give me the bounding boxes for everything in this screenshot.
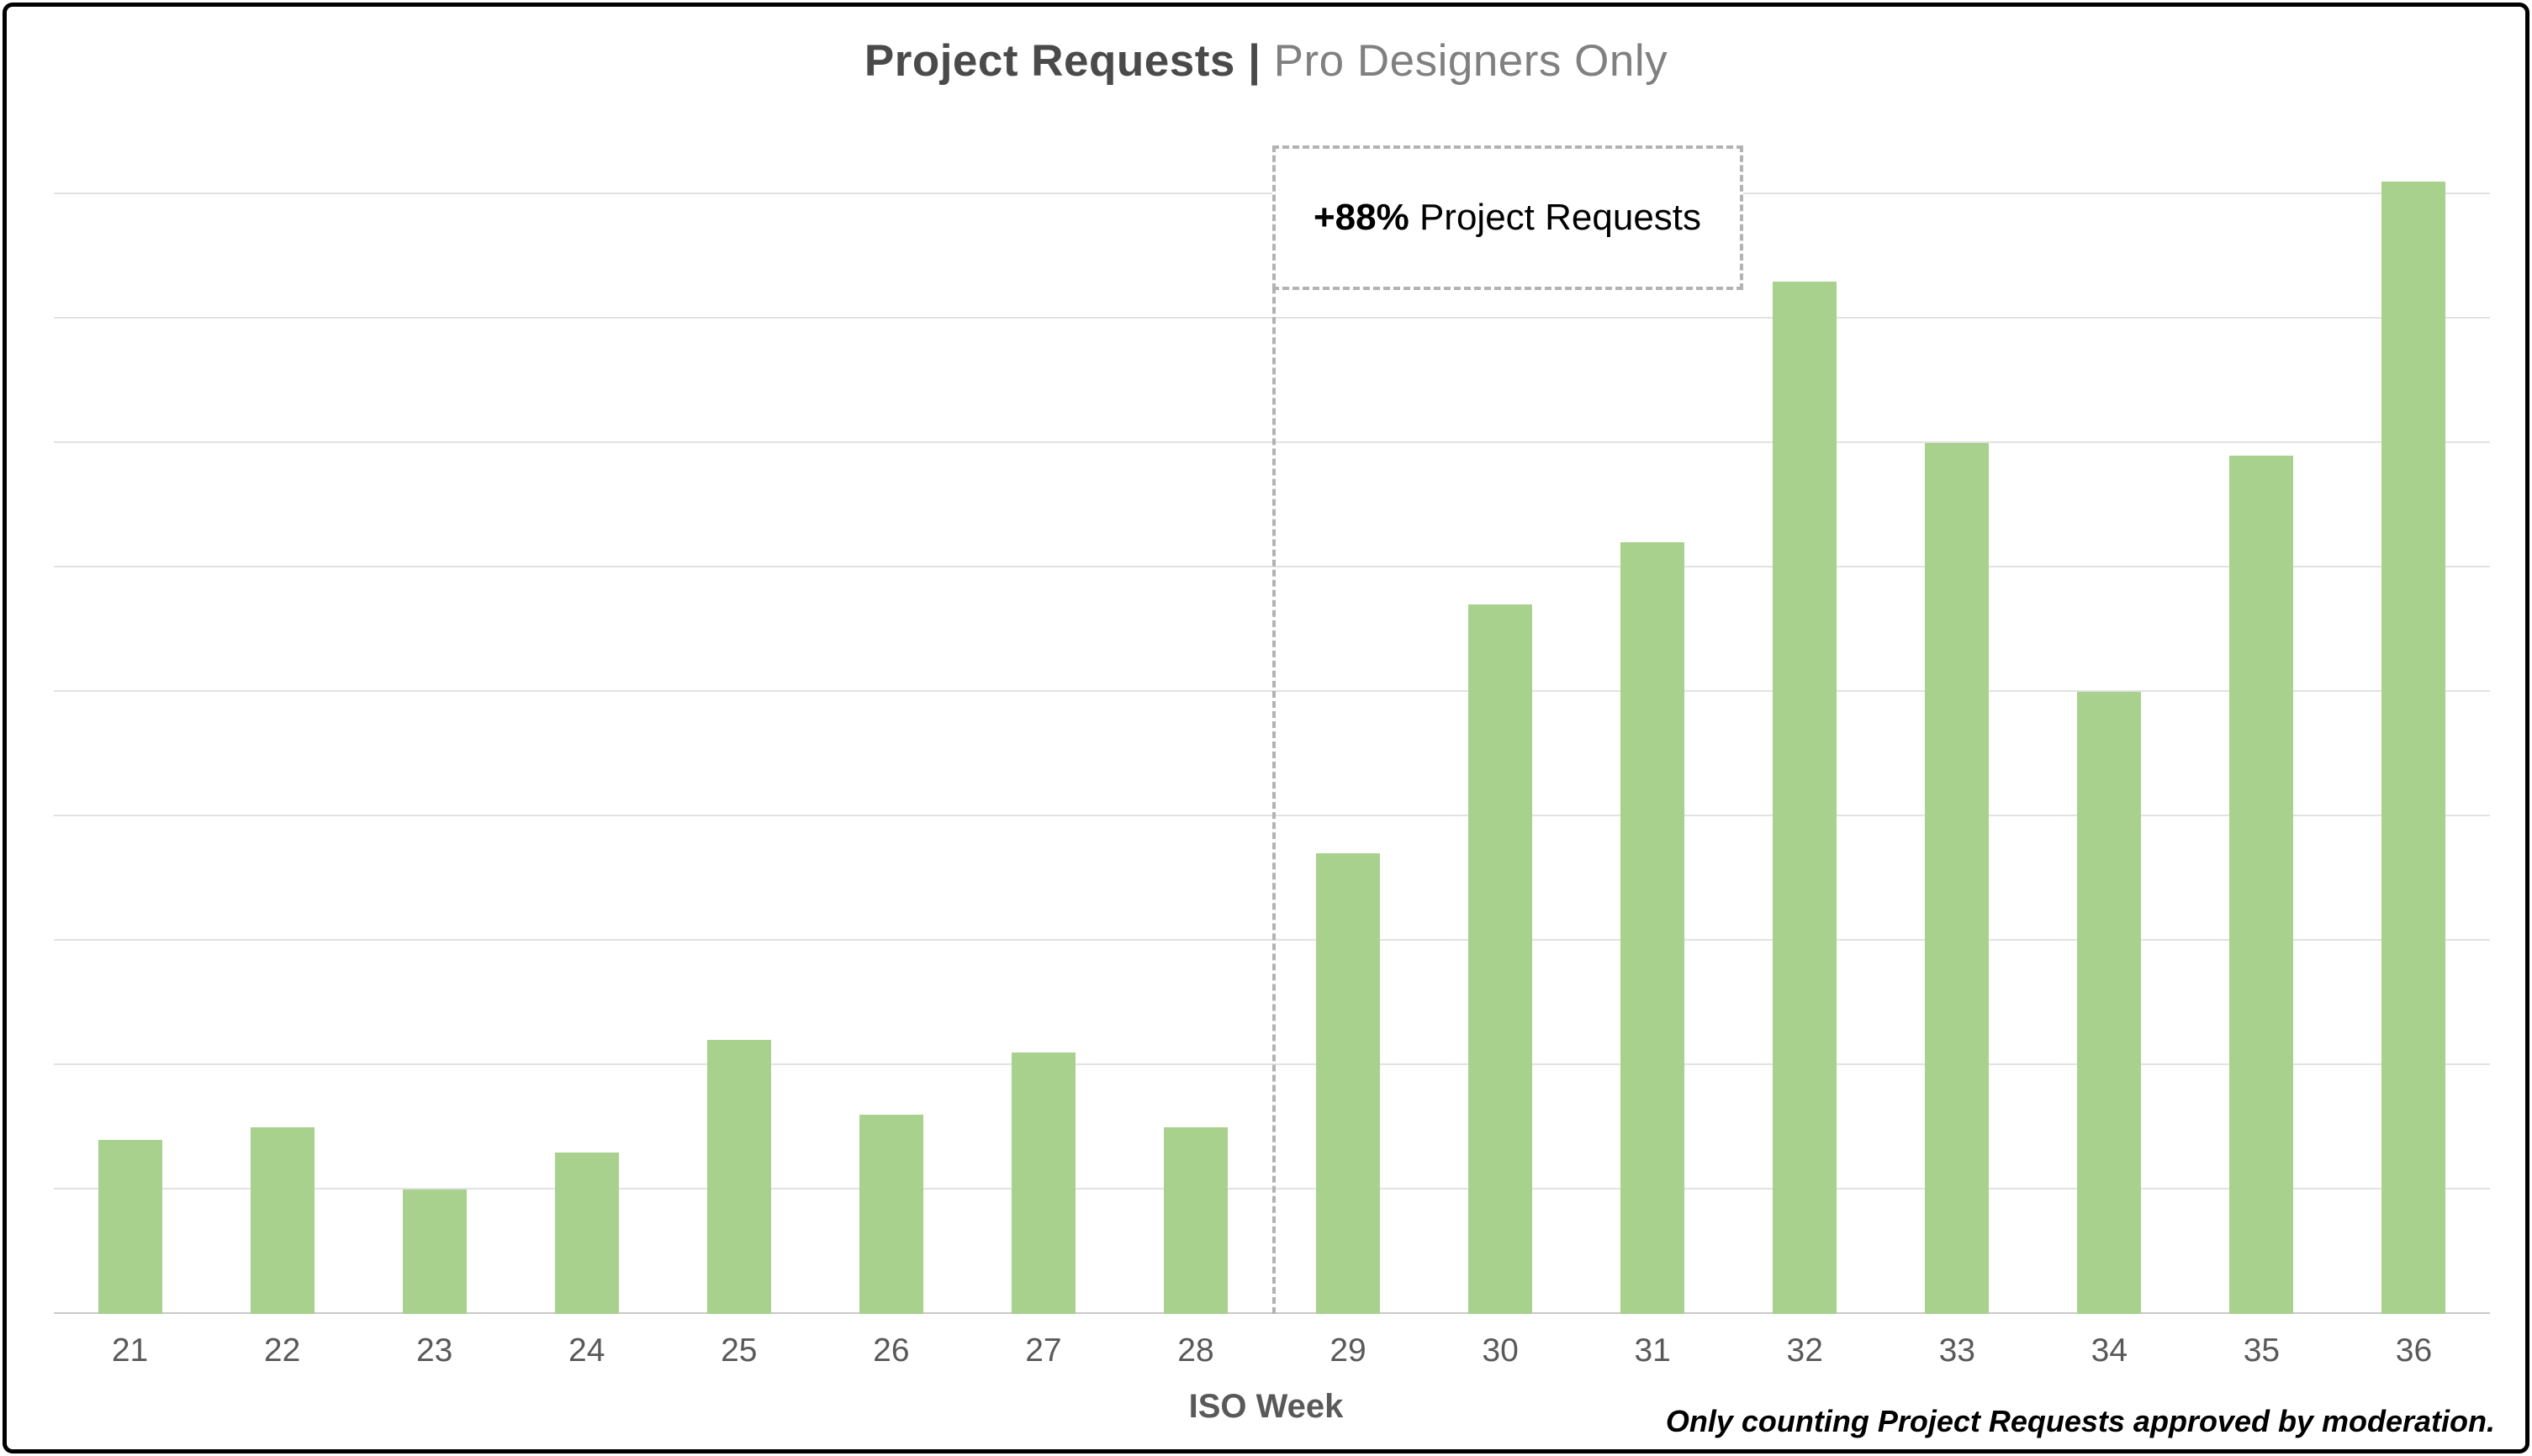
chart-title-secondary: Pro Designers Only xyxy=(1261,36,1668,86)
bar-week-35 xyxy=(2229,455,2294,1314)
bar-slot-week-35 xyxy=(2186,132,2338,1314)
bar-slot-week-21 xyxy=(54,132,206,1314)
bar-week-29 xyxy=(1316,853,1381,1314)
x-tick-label-21: 21 xyxy=(111,1332,149,1369)
x-tick-label-25: 25 xyxy=(721,1332,758,1369)
period-divider-line xyxy=(1271,145,1276,1314)
bar-slot-week-36 xyxy=(2338,132,2490,1314)
x-axis-tick-labels: 21 22 23 24 25 26 27 28 29 30 31 32 33 34 35 36 xyxy=(54,1314,2490,1369)
bar-week-33 xyxy=(1925,443,1990,1314)
bar-series xyxy=(54,132,2490,1314)
x-axis-title: ISO Week xyxy=(1188,1388,1344,1425)
x-tick-label-30: 30 xyxy=(1482,1332,1519,1369)
x-tick-label-28: 28 xyxy=(1177,1332,1214,1369)
bar-week-27 xyxy=(1011,1052,1076,1314)
annotation-text: Project Requests xyxy=(1409,197,1702,238)
bar-slot-week-32 xyxy=(1729,132,1881,1314)
bar-week-24 xyxy=(554,1152,619,1314)
bar-slot-week-24 xyxy=(510,132,663,1314)
x-tick-label-22: 22 xyxy=(263,1332,301,1369)
bar-slot-week-28 xyxy=(1119,132,1271,1314)
bar-week-26 xyxy=(859,1115,923,1314)
annotation-box: +88% Project Requests xyxy=(1271,145,1743,290)
x-tick-label-32: 32 xyxy=(1786,1332,1823,1369)
x-tick-label-35: 35 xyxy=(2243,1332,2281,1369)
bar-week-31 xyxy=(1620,542,1685,1314)
bar-slot-week-22 xyxy=(206,132,358,1314)
chart-title-primary: Project Requests | xyxy=(864,36,1261,86)
x-tick-label-24: 24 xyxy=(568,1332,605,1369)
x-tick-label-31: 31 xyxy=(1634,1332,1671,1369)
bar-week-34 xyxy=(2077,692,2142,1314)
x-tick-label-36: 36 xyxy=(2395,1332,2433,1369)
bar-slot-week-29 xyxy=(1272,132,1425,1314)
bar-slot-week-27 xyxy=(967,132,1119,1314)
bar-slot-week-30 xyxy=(1425,132,1577,1314)
bar-week-23 xyxy=(402,1190,467,1314)
bar-slot-week-26 xyxy=(815,132,967,1314)
bar-slot-week-25 xyxy=(663,132,815,1314)
bar-week-22 xyxy=(250,1127,315,1314)
x-tick-label-26: 26 xyxy=(873,1332,910,1369)
x-tick-label-27: 27 xyxy=(1025,1332,1062,1369)
bar-week-21 xyxy=(98,1139,162,1314)
bar-week-36 xyxy=(2381,182,2446,1314)
bar-slot-week-34 xyxy=(2033,132,2186,1314)
chart-title: Project Requests | Pro Designers Only xyxy=(7,7,2525,87)
chart-frame: Project Requests | Pro Designers Only +8… xyxy=(3,3,2529,1453)
bar-slot-week-23 xyxy=(358,132,510,1314)
plot-area: +88% Project Requests xyxy=(54,132,2490,1314)
bar-week-28 xyxy=(1163,1127,1228,1314)
x-tick-label-33: 33 xyxy=(1938,1332,1975,1369)
bar-slot-week-33 xyxy=(1881,132,2033,1314)
bar-week-32 xyxy=(1773,281,1837,1314)
x-tick-label-23: 23 xyxy=(415,1332,453,1369)
x-tick-label-29: 29 xyxy=(1329,1332,1366,1369)
x-tick-label-34: 34 xyxy=(2091,1332,2128,1369)
bar-week-25 xyxy=(706,1040,771,1314)
footnote: Only counting Project Requests approved … xyxy=(1665,1404,2495,1438)
annotation-highlight: +88% xyxy=(1313,197,1409,238)
bar-slot-week-31 xyxy=(1577,132,1729,1314)
bar-week-30 xyxy=(1468,604,1533,1314)
